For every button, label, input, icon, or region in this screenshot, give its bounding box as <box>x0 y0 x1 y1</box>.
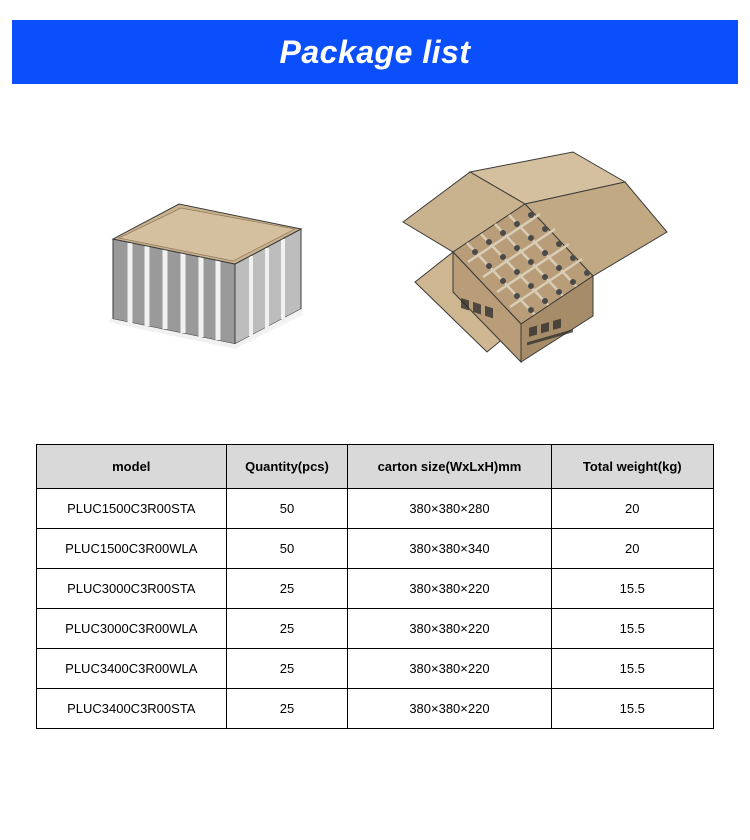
cell-model: PLUC3000C3R00STA <box>37 569 227 609</box>
cell-weight: 15.5 <box>551 569 714 609</box>
cell-qty: 50 <box>226 529 348 569</box>
cell-size: 380×380×280 <box>348 489 551 529</box>
cell-weight: 15.5 <box>551 689 714 729</box>
table-row: PLUC3400C3R00STA 25 380×380×220 15.5 <box>37 689 714 729</box>
col-model: model <box>37 445 227 489</box>
cell-qty: 25 <box>226 649 348 689</box>
table-row: PLUC3000C3R00WLA 25 380×380×220 15.5 <box>37 609 714 649</box>
table-row: PLUC3000C3R00STA 25 380×380×220 15.5 <box>37 569 714 609</box>
col-total-weight: Total weight(kg) <box>551 445 714 489</box>
table-row: PLUC1500C3R00STA 50 380×380×280 20 <box>37 489 714 529</box>
cell-model: PLUC3400C3R00WLA <box>37 649 227 689</box>
cell-model: PLUC1500C3R00WLA <box>37 529 227 569</box>
cell-qty: 25 <box>226 689 348 729</box>
open-box-icon <box>375 134 675 374</box>
cell-qty: 50 <box>226 489 348 529</box>
cell-model: PLUC1500C3R00STA <box>37 489 227 529</box>
cell-qty: 25 <box>226 569 348 609</box>
cell-weight: 15.5 <box>551 649 714 689</box>
cell-size: 380×380×340 <box>348 529 551 569</box>
table-row: PLUC1500C3R00WLA 50 380×380×340 20 <box>37 529 714 569</box>
cell-qty: 25 <box>226 609 348 649</box>
cell-weight: 20 <box>551 529 714 569</box>
col-quantity: Quantity(pcs) <box>226 445 348 489</box>
package-images-row <box>0 124 750 384</box>
cell-weight: 20 <box>551 489 714 529</box>
cell-weight: 15.5 <box>551 609 714 649</box>
page-title: Package list <box>280 34 471 71</box>
table-row: PLUC3400C3R00WLA 25 380×380×220 15.5 <box>37 649 714 689</box>
col-carton-size: carton size(WxLxH)mm <box>348 445 551 489</box>
package-table-container: model Quantity(pcs) carton size(WxLxH)mm… <box>36 444 714 729</box>
cell-model: PLUC3000C3R00WLA <box>37 609 227 649</box>
package-table: model Quantity(pcs) carton size(WxLxH)mm… <box>36 444 714 729</box>
cell-model: PLUC3400C3R00STA <box>37 689 227 729</box>
cell-size: 380×380×220 <box>348 609 551 649</box>
table-header-row: model Quantity(pcs) carton size(WxLxH)mm… <box>37 445 714 489</box>
title-banner: Package list <box>12 20 738 84</box>
cell-size: 380×380×220 <box>348 689 551 729</box>
closed-box-icon <box>75 154 325 354</box>
cell-size: 380×380×220 <box>348 649 551 689</box>
cell-size: 380×380×220 <box>348 569 551 609</box>
